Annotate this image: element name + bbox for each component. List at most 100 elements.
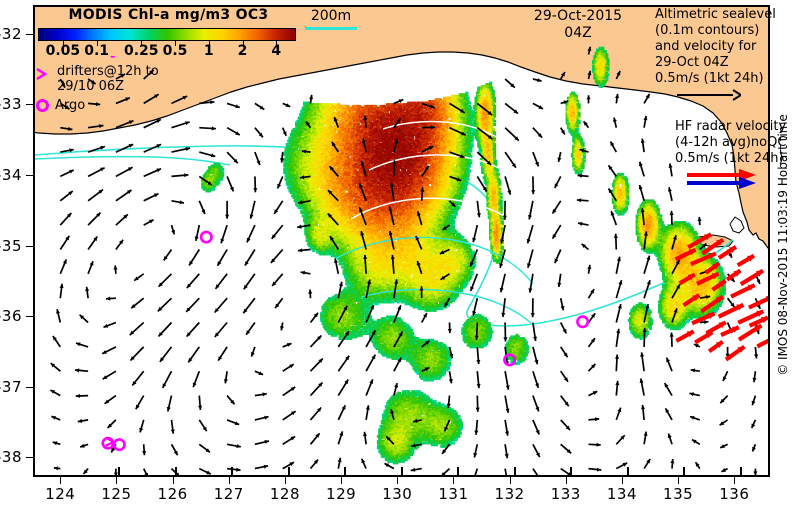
y-axis-label: -34 [0,166,22,184]
colorbar-tick [62,41,64,46]
hfradar-legend-line: (4-12h avg)noQC [675,135,787,150]
colorbar-tick [276,41,278,46]
ssh-contours-cyan [334,236,534,324]
drifter-legend-text: drifters@12h to 29/10 06Z [57,64,159,94]
isobath-200m [35,145,734,327]
x-axis-label: 132 [494,485,525,503]
y-axis-label: -32 [0,24,22,43]
colorbar-tick-label: 1 [203,43,214,59]
x-axis-label: 125 [101,485,132,503]
hfradar-legend-line: HF radar velocity [675,119,787,134]
colorbar-title: MODIS Chl-a mg/m3 OC3 [68,7,269,23]
x-axis-label: 124 [45,485,76,503]
x-axis-tick [172,477,174,484]
axis-tick-inner-x [570,467,572,475]
axis-tick-inner-x [457,467,459,475]
velocity-vector-field [49,46,761,475]
y-axis-tick [26,104,33,106]
isobath-200m-west [35,155,231,166]
red-blue-arrow-icon [687,169,756,189]
map-datestamp: 29-Oct-2015 04Z [508,8,648,42]
x-axis-tick [678,477,680,484]
argo-legend-label: Argo [55,98,86,113]
y-axis-tick [26,245,33,247]
map-plot-area[interactable] [33,5,770,477]
colorbar-tick [141,41,143,46]
argo-legend-row: Argo [36,98,166,113]
colorbar-tick-label: 4 [271,43,282,59]
altimetry-legend-line: Altimetric sealevel [655,7,776,22]
altimetry-scale-arrow [655,87,797,103]
colorbar-ticks [38,41,296,46]
right-legend: Altimetric sealevel (0.1m contours) and … [655,7,797,189]
axis-tick-inner-x [627,467,629,475]
x-axis-label: 126 [157,485,188,503]
x-axis-label: 128 [269,485,301,503]
x-axis-tick [734,477,736,484]
drifter-legend-line2: 29/10 06Z [57,79,125,94]
axis-tick-inner-x [231,467,233,475]
x-axis-tick [509,477,511,484]
chlorophyll-raster [201,46,726,465]
altimetry-legend-line: 29-Oct 04Z [655,55,729,70]
colorbar-tick [96,41,98,46]
x-axis-label: 131 [438,485,469,503]
y-axis-tick [26,316,33,318]
altimetry-legend-line: (0.1m contours) [655,23,760,38]
colorbar-tick-label: 0.1 [84,43,110,59]
y-axis-tick [26,386,33,388]
hf-radar-vectors [674,232,768,362]
argo-circle-icon [36,99,49,112]
y-axis-label: -38 [0,448,22,467]
x-axis-tick [341,477,343,484]
axis-tick-inner-x [514,467,516,475]
hfradar-legend-line: 0.5m/s (1kt 24h) [675,151,784,166]
axis-tick-inner-x [175,467,177,475]
axis-tick-inner-x [401,467,403,475]
landmass-australia [35,7,768,249]
x-axis-label: 127 [213,485,244,503]
isobath-legend-label: 200m [310,8,352,24]
x-axis-tick [621,477,623,484]
x-axis-tick [60,477,62,484]
altimetry-legend-line: 0.5m/s (1kt 24h) [655,71,764,86]
axis-tick-inner-x [740,467,742,475]
axis-tick-inner-x [118,467,120,475]
x-axis-label: 135 [663,485,694,503]
colorbar-tick [242,41,244,46]
hfradar-scale-arrows [655,169,797,189]
colorbar-tick [208,41,210,46]
altimetry-legend-line: and velocity for [655,39,757,54]
x-axis-tick [116,477,118,484]
copyright-notice: © IMOS 08-Nov-2015 11:03:19 Hobart time [772,0,794,490]
axis-tick-inner-x [344,467,346,475]
map-canvas [35,7,768,475]
x-axis-label: 130 [382,485,413,503]
x-axis-label: 133 [550,485,581,503]
y-axis-label: -35 [0,236,22,255]
y-axis-label: -37 [0,377,22,396]
colorbar-gradient [38,28,296,41]
axis-tick-inner-x [288,467,290,475]
colorbar-tick [174,41,176,46]
peninsula-outline [729,216,745,234]
x-axis-tick [453,477,455,484]
y-axis-tick [26,457,33,459]
y-axis-label: -33 [0,95,22,114]
x-axis-tick [284,477,286,484]
isobath-legend-line [305,27,357,30]
y-axis-tick [26,33,33,35]
colorbar-tick-label: 0.05 [45,43,81,59]
x-axis-tick [228,477,230,484]
x-axis-tick [565,477,567,484]
colorbar-panel: MODIS Chl-a mg/m3 OC3 0.05 0.1 0.25 0.5 1 2 4 [35,7,302,59]
x-axis-tick [397,477,399,484]
axis-tick-inner-x [683,467,685,475]
colorbar-tick-label: 0.25 [123,43,159,59]
copyright-text: © IMOS 08-Nov-2015 11:03:19 Hobart time [776,114,790,376]
x-axis-label: 134 [606,485,638,503]
datestamp-time: 04Z [564,25,592,41]
drifter-legend: drifters@12h to 29/10 06Z Argo [36,64,166,113]
x-axis-label: 129 [326,485,357,503]
